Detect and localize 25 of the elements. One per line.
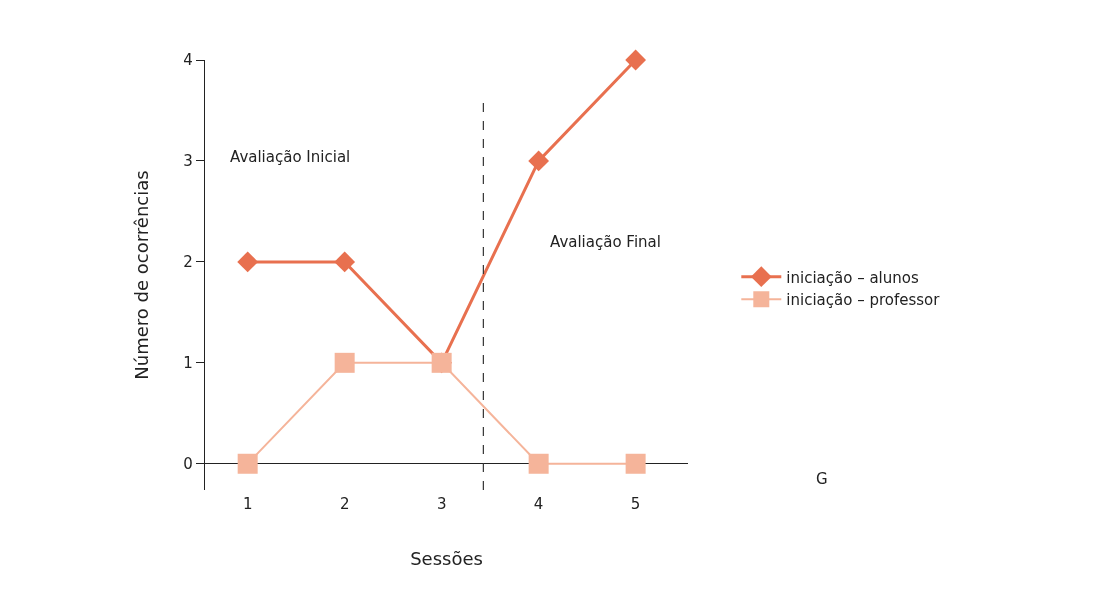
- legend-label: iniciação – professor: [786, 291, 941, 309]
- point: [625, 453, 646, 474]
- x-tick-label: 5: [630, 495, 641, 513]
- y-axis-title: Número de ocorrências: [130, 170, 152, 380]
- point: [334, 251, 356, 273]
- x-tick-label: 2: [339, 495, 350, 513]
- x-tick-label: 3: [436, 495, 447, 513]
- y-tick-label: 2: [183, 253, 193, 272]
- point: [528, 453, 549, 474]
- y-tick-label: 1: [183, 354, 193, 373]
- y-tick-label: 4: [183, 51, 193, 70]
- x-tick-label: 4: [533, 495, 544, 513]
- legend-label: iniciação – alunos: [786, 268, 919, 287]
- point: [237, 251, 259, 273]
- point: [528, 150, 550, 172]
- point: [334, 352, 355, 373]
- text: G: [816, 470, 828, 488]
- y-tick-label: 3: [183, 152, 193, 171]
- x-axis-title: Sessões: [410, 548, 483, 570]
- point: [625, 49, 647, 71]
- annotation: Avaliação Inicial: [230, 148, 351, 166]
- point: [237, 453, 258, 474]
- x-tick-label: 1: [242, 495, 253, 513]
- y-tick-label: 0: [183, 455, 193, 474]
- annotation: Avaliação Final: [550, 233, 661, 251]
